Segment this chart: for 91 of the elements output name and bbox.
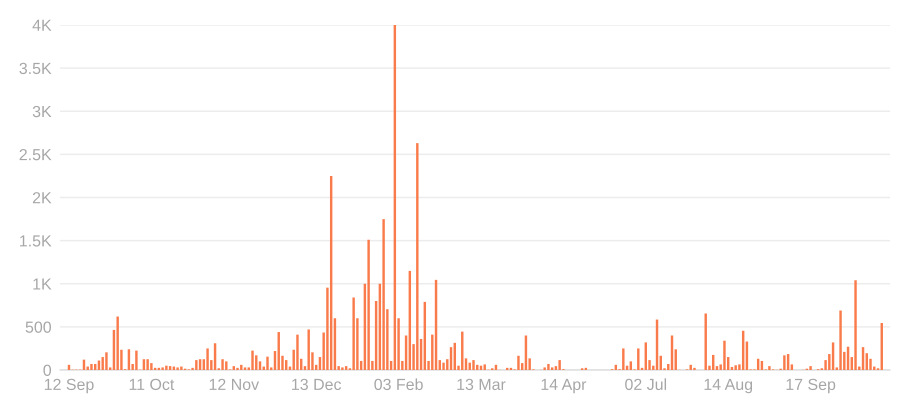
- bar: [734, 365, 737, 370]
- y-tick-label: 4K: [32, 20, 52, 31]
- bar: [150, 363, 153, 370]
- bar: [278, 332, 280, 370]
- bar: [128, 349, 130, 370]
- bar: [408, 270, 412, 370]
- x-tick-label: 14 Aug: [704, 378, 752, 394]
- bar: [614, 364, 618, 370]
- bar: [135, 350, 138, 370]
- bar: [394, 25, 396, 370]
- bar: [195, 360, 198, 370]
- bar: [307, 329, 310, 370]
- bar: [221, 359, 224, 370]
- x-tick-label: 03 Feb: [374, 378, 423, 390]
- bar: [690, 364, 692, 370]
- bar: [524, 336, 528, 370]
- bar: [165, 366, 168, 370]
- bar: [206, 348, 209, 370]
- bar: [146, 359, 149, 370]
- x-tick-label: 12 Nov: [210, 378, 260, 390]
- bar: [704, 314, 707, 370]
- bar: [434, 280, 438, 370]
- x-tick-label: 12 Sep: [44, 378, 94, 394]
- bar: [468, 362, 471, 370]
- bar: [742, 330, 744, 370]
- bar: [846, 346, 850, 370]
- y-tick-label: 3.5K: [19, 62, 52, 74]
- y-tick-label: 0: [43, 364, 52, 376]
- bar: [240, 364, 242, 370]
- x-tick-label: 13 Dec: [292, 378, 342, 390]
- bar: [517, 356, 520, 370]
- x-tick-label: 13 Mar: [457, 378, 506, 390]
- bar: [630, 361, 632, 370]
- bar: [424, 302, 426, 370]
- y-tick-label: 1K: [33, 278, 52, 290]
- bar: [116, 316, 119, 370]
- bar: [723, 340, 726, 370]
- bar: [172, 366, 176, 370]
- y-tick-label: 3K: [32, 106, 52, 118]
- bar: [94, 364, 96, 370]
- bar: [180, 366, 183, 370]
- bar: [550, 367, 554, 370]
- bar: [341, 367, 344, 370]
- bar: [454, 342, 456, 370]
- x-tick-label: 17 Sep: [786, 378, 836, 394]
- bar: [756, 358, 760, 370]
- bar: [168, 366, 172, 370]
- bar: [416, 143, 419, 370]
- bar: [786, 354, 790, 370]
- bar: [98, 360, 100, 370]
- bar: [558, 360, 561, 370]
- bar: [296, 334, 299, 370]
- bar: [161, 367, 164, 370]
- bar: [832, 342, 834, 370]
- bar: [543, 367, 546, 370]
- y-tick-label: 2.5K: [20, 149, 52, 160]
- bar: [644, 342, 648, 370]
- y-tick-label: 2K: [32, 192, 52, 204]
- bar: [232, 366, 236, 370]
- bar: [442, 362, 445, 370]
- bar: [352, 298, 355, 370]
- x-tick-label: 11 Oct: [130, 378, 174, 390]
- bar: [880, 322, 883, 370]
- y-tick-label: 1.5K: [20, 235, 52, 247]
- bar: [622, 348, 625, 370]
- bar: [176, 367, 179, 370]
- bar: [225, 361, 228, 370]
- bar: [768, 366, 771, 370]
- bar: [547, 364, 550, 370]
- bar: [760, 360, 764, 370]
- bar: [105, 352, 108, 370]
- x-tick-label: 14 Apr: [542, 378, 586, 394]
- bar: [367, 240, 370, 370]
- bar: [783, 355, 786, 370]
- bar: [330, 176, 332, 370]
- bar: [854, 280, 857, 370]
- bar: [484, 364, 486, 370]
- bar: [142, 359, 146, 370]
- bar: [214, 343, 216, 370]
- bar: [809, 366, 812, 370]
- bar: [285, 360, 288, 370]
- bar: [637, 348, 640, 370]
- bar: [712, 354, 714, 370]
- bar: [839, 310, 842, 370]
- x-tick-label: 02 Jul: [625, 378, 666, 390]
- bar: [344, 366, 348, 370]
- bar: [90, 364, 93, 370]
- bar: [382, 219, 385, 370]
- bar: [198, 359, 202, 370]
- bar: [461, 332, 464, 370]
- y-tick-label: 500: [26, 322, 52, 333]
